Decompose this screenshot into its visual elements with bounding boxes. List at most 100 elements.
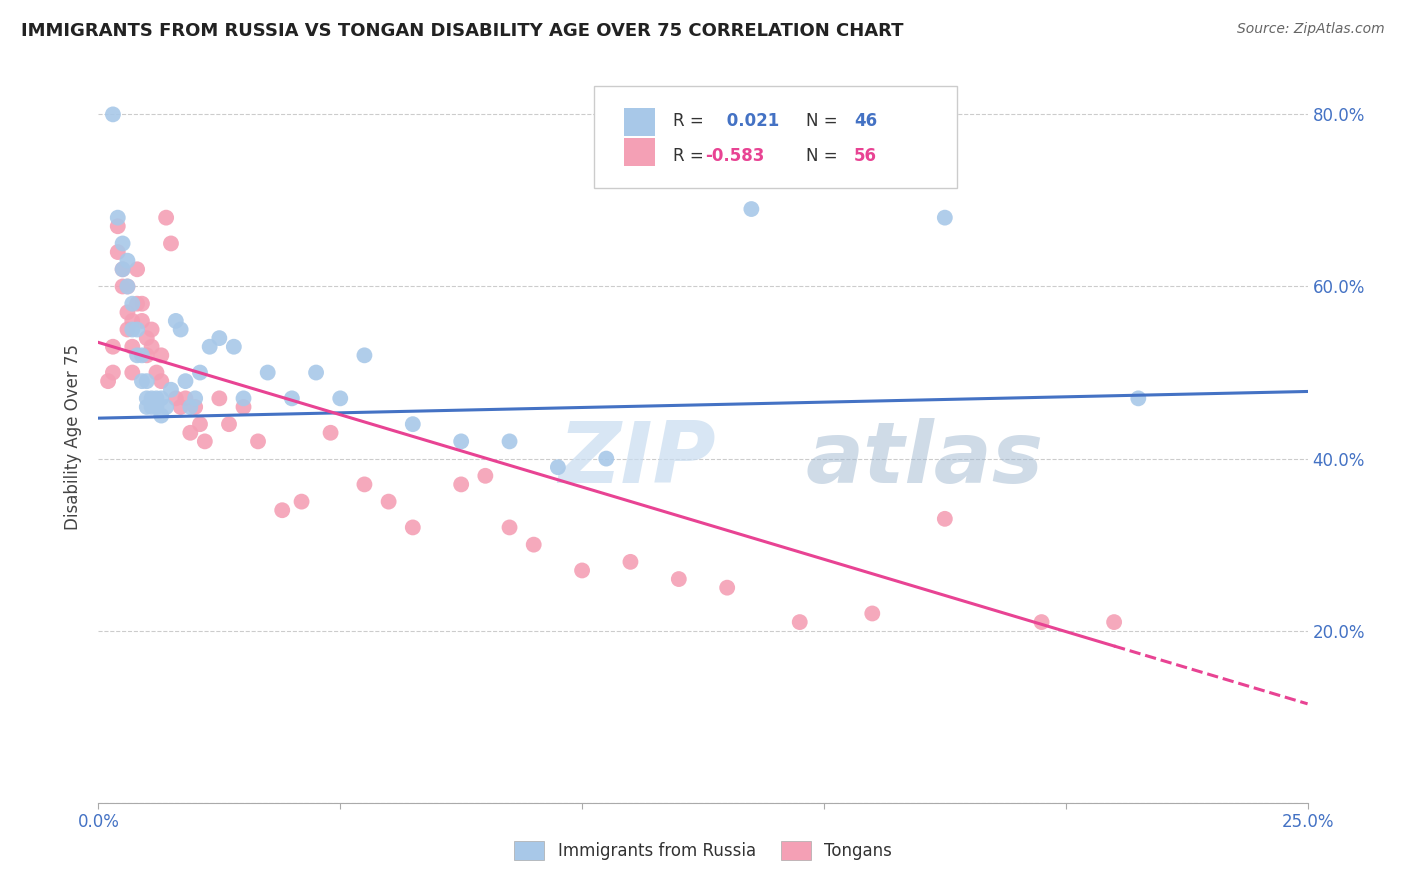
Point xyxy=(450,477,472,491)
Point xyxy=(377,494,399,508)
Legend: Immigrants from Russia, Tongans: Immigrants from Russia, Tongans xyxy=(515,841,891,860)
Point xyxy=(117,279,139,293)
Point xyxy=(131,374,153,388)
Point xyxy=(194,434,217,449)
FancyBboxPatch shape xyxy=(624,108,655,136)
Point xyxy=(208,331,231,345)
Point xyxy=(127,322,149,336)
Point xyxy=(789,615,811,629)
Point xyxy=(281,392,304,406)
Point xyxy=(135,331,157,345)
Point xyxy=(716,581,738,595)
Point xyxy=(595,451,617,466)
Point xyxy=(290,494,312,508)
Text: N =: N = xyxy=(806,112,842,130)
Point xyxy=(353,477,375,491)
Point xyxy=(232,392,254,406)
Point xyxy=(1031,615,1053,629)
Point xyxy=(305,366,328,380)
Point xyxy=(127,262,149,277)
Text: IMMIGRANTS FROM RUSSIA VS TONGAN DISABILITY AGE OVER 75 CORRELATION CHART: IMMIGRANTS FROM RUSSIA VS TONGAN DISABIL… xyxy=(21,22,904,40)
Point xyxy=(117,305,139,319)
Point xyxy=(101,107,124,121)
Text: -0.583: -0.583 xyxy=(706,147,765,166)
Point xyxy=(107,219,129,234)
Point xyxy=(184,400,207,414)
Point xyxy=(97,374,120,388)
Point xyxy=(121,366,143,380)
Point xyxy=(127,348,149,362)
Point xyxy=(121,314,143,328)
FancyBboxPatch shape xyxy=(595,86,957,188)
Point xyxy=(619,555,641,569)
Point xyxy=(740,202,762,216)
Point xyxy=(184,392,207,406)
Point xyxy=(474,468,496,483)
Point xyxy=(145,400,167,414)
Point xyxy=(131,296,153,310)
Point xyxy=(179,425,201,440)
Point xyxy=(1102,615,1125,629)
Point xyxy=(145,366,167,380)
Point xyxy=(179,400,201,414)
Point xyxy=(571,564,593,578)
FancyBboxPatch shape xyxy=(624,138,655,166)
Text: Source: ZipAtlas.com: Source: ZipAtlas.com xyxy=(1237,22,1385,37)
Point xyxy=(135,374,157,388)
Point xyxy=(523,538,546,552)
Point xyxy=(165,314,187,328)
Text: R =: R = xyxy=(672,112,709,130)
Text: 46: 46 xyxy=(855,112,877,130)
Point xyxy=(135,348,157,362)
Point xyxy=(1128,392,1150,406)
Point xyxy=(145,392,167,406)
Point xyxy=(169,400,191,414)
Point xyxy=(121,340,143,354)
Point xyxy=(934,512,956,526)
Point xyxy=(117,253,139,268)
Point xyxy=(107,211,129,225)
Point xyxy=(155,400,177,414)
Point xyxy=(860,607,883,621)
Point xyxy=(111,262,134,277)
Point xyxy=(174,392,197,406)
Point xyxy=(222,340,245,354)
Point xyxy=(934,211,956,225)
Point xyxy=(402,520,425,534)
Point xyxy=(160,236,183,251)
Point xyxy=(450,434,472,449)
Text: ZIP: ZIP xyxy=(558,417,716,500)
Point xyxy=(150,348,173,362)
Point xyxy=(198,340,221,354)
Point xyxy=(402,417,425,432)
Point xyxy=(547,460,569,475)
Point xyxy=(150,409,173,423)
Text: atlas: atlas xyxy=(806,417,1043,500)
Point xyxy=(232,400,254,414)
Point xyxy=(218,417,240,432)
Point xyxy=(188,366,211,380)
Point xyxy=(121,322,143,336)
Point xyxy=(141,322,163,336)
Point xyxy=(668,572,690,586)
Point xyxy=(111,279,134,293)
Text: N =: N = xyxy=(806,147,842,166)
Point xyxy=(117,279,139,293)
Point xyxy=(141,400,163,414)
Point xyxy=(208,392,231,406)
Text: 56: 56 xyxy=(855,147,877,166)
Point xyxy=(169,322,191,336)
Point xyxy=(107,245,129,260)
Point xyxy=(188,417,211,432)
Point xyxy=(101,366,124,380)
Point xyxy=(165,392,187,406)
Point xyxy=(319,425,342,440)
Point xyxy=(498,520,520,534)
Point xyxy=(247,434,270,449)
Point xyxy=(150,374,173,388)
Point xyxy=(174,374,197,388)
Point xyxy=(135,392,157,406)
Point xyxy=(329,392,352,406)
Point xyxy=(135,400,157,414)
Point xyxy=(121,296,143,310)
